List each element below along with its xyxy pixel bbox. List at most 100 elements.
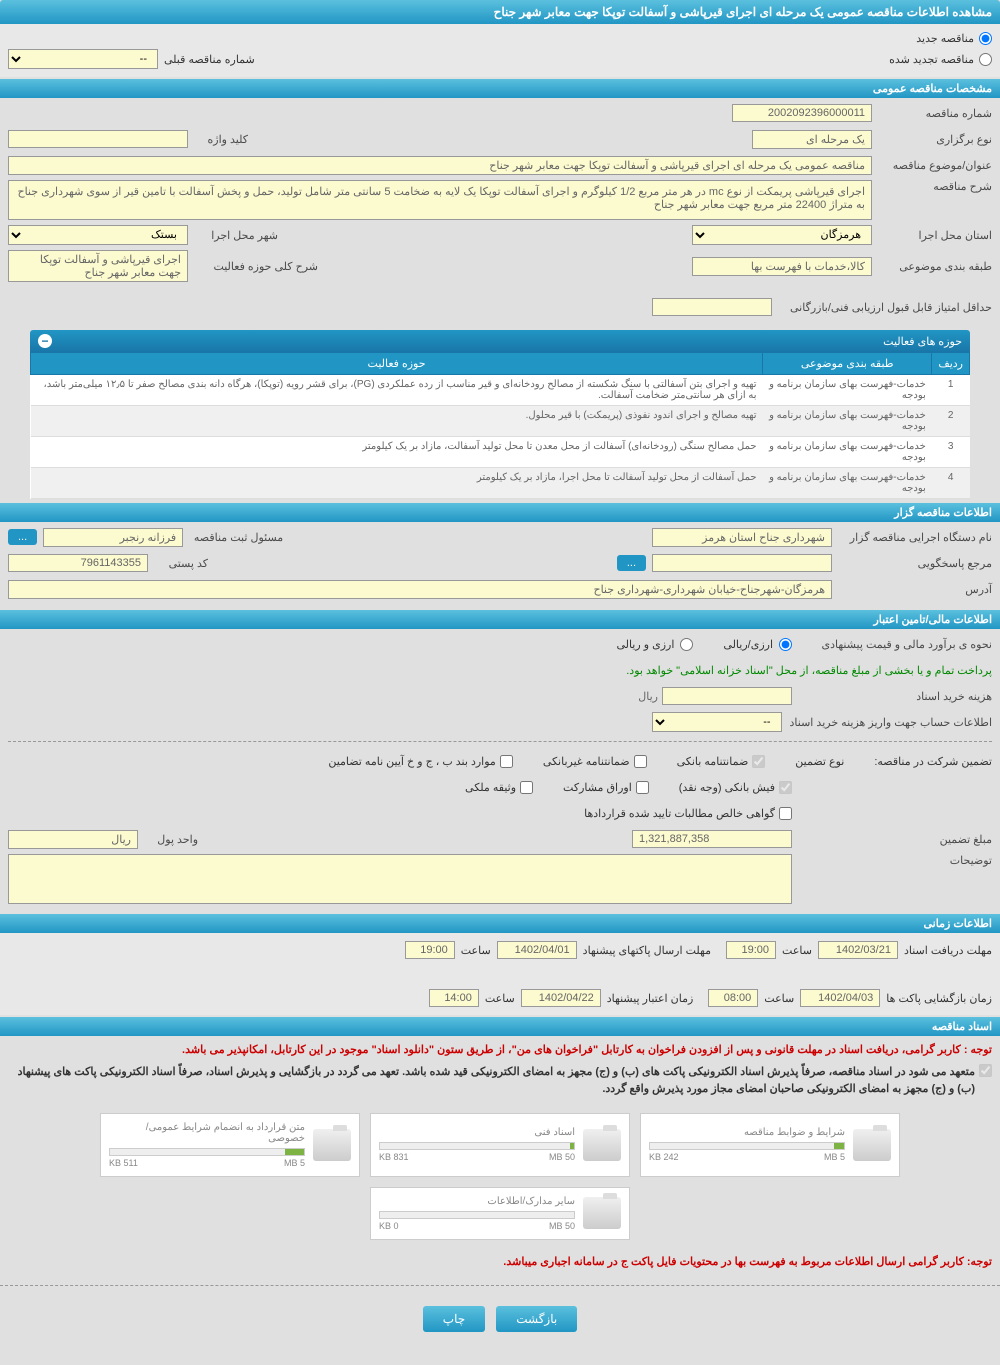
tender-type-section: مناقصه جدید مناقصه تجدید شده شماره مناقص… [0, 24, 1000, 77]
payment-note: پرداخت تمام و یا بخشی از مبلغ مناقصه، از… [626, 664, 992, 677]
chk-receivables[interactable] [779, 807, 792, 820]
folder-icon [853, 1129, 891, 1161]
org-label: نام دستگاه اجرایی مناقصه گزار [832, 531, 992, 544]
doc-deadline-time: 19:00 [726, 941, 776, 959]
packet-deadline-date: 1402/04/01 [497, 941, 577, 959]
notice3: توجه: کاربر گرامی ارسال اطلاعات مربوط به… [8, 1254, 992, 1272]
postal-value: 7961143355 [8, 554, 148, 572]
min-score-value [652, 298, 772, 316]
opening-label: زمان بازگشایی پاکت ها [886, 992, 992, 1005]
postal-label: کد پستی [148, 557, 208, 570]
folder-icon [583, 1129, 621, 1161]
address-label: آدرس [832, 583, 992, 596]
radio-currency-label: ارزی و ریالی [616, 638, 674, 651]
file-progress [379, 1211, 575, 1219]
table-header: ردیف [932, 353, 970, 375]
chk-bonds[interactable] [636, 781, 649, 794]
table-row: 2خدمات-فهرست بهای سازمان برنامه و بودجهت… [31, 406, 970, 437]
category-value: کالا،خدمات با فهرست بها [692, 257, 872, 276]
activity-table-header: حوزه های فعالیت − [30, 330, 970, 352]
doc-cost-unit: ریال [638, 690, 658, 703]
financial-header: اطلاعات مالی/تامین اعتبار [0, 610, 1000, 629]
account-info-label: اطلاعات حساب جهت واریز هزینه خرید اسناد [782, 716, 992, 729]
opening-time: 08:00 [708, 989, 758, 1007]
notice2: متعهد می شود در اسناد مناقصه، صرفاً پذیر… [8, 1064, 975, 1099]
file-max: 50 MB [549, 1152, 575, 1162]
back-button[interactable]: بازگشت [496, 1306, 577, 1332]
guarantee-type-label: نوع تضمین [795, 755, 844, 768]
chk-bank-check [779, 781, 792, 794]
keyword-value [8, 130, 188, 148]
province-dropdown[interactable]: هرمزگان [692, 225, 872, 245]
file-title: اسناد فنی [379, 1127, 575, 1138]
radio-riyal[interactable] [779, 638, 792, 651]
manager-ellipsis-button[interactable]: ... [8, 529, 37, 545]
currency-unit-label: واحد پول [138, 833, 198, 846]
province-label: استان محل اجرا [872, 229, 992, 242]
file-size: 242 KB [649, 1152, 679, 1162]
file-box[interactable]: شرایط و ضوابط مناقصه 5 MB242 KB [640, 1113, 900, 1177]
tender-number-value: 2002092396000011 [732, 104, 872, 122]
chk-nonbank-guarantee[interactable] [634, 755, 647, 768]
collapse-icon[interactable]: − [38, 334, 52, 348]
file-max: 50 MB [549, 1221, 575, 1231]
radio-renewed-tender[interactable] [979, 53, 992, 66]
currency-unit-value: ریال [8, 830, 138, 849]
radio-new-tender[interactable] [979, 32, 992, 45]
file-size: 831 KB [379, 1152, 409, 1162]
desc-label: شرح مناقصه [872, 180, 992, 193]
file-title: سایر مدارک/اطلاعات [379, 1196, 575, 1207]
category-label: طبقه بندی موضوعی [872, 260, 992, 273]
file-max: 5 MB [284, 1158, 305, 1168]
file-progress [649, 1142, 845, 1150]
holding-type-value: یک مرحله ای [752, 130, 872, 149]
city-dropdown[interactable]: بستک [8, 225, 188, 245]
packet-deadline-time: 19:00 [405, 941, 455, 959]
min-score-label: حداقل امتیاز قابل قبول ارزیابی فنی/بازرگ… [772, 301, 992, 314]
file-box[interactable]: سایر مدارک/اطلاعات 50 MB 0 KB [370, 1187, 630, 1240]
folder-icon [583, 1197, 621, 1229]
packet-deadline-label: مهلت ارسال پاکتهای پیشنهاد [583, 944, 711, 957]
manager-value: فرزانه رنجبر [43, 528, 183, 547]
prev-number-dropdown[interactable]: -- [8, 49, 158, 69]
opening-date: 1402/04/03 [800, 989, 880, 1007]
radio-new-tender-label: مناقصه جدید [916, 32, 974, 45]
guarantee-label: تضمین شرکت در مناقصه: [874, 755, 992, 768]
table-row: 3خدمات-فهرست بهای سازمان برنامه و بودجهح… [31, 437, 970, 468]
address-value: هرمزگان-شهرجناح-خیابان شهرداری-شهرداری ج… [8, 580, 832, 599]
tender-number-label: شماره مناقصه [872, 107, 992, 120]
table-row: 1خدمات-فهرست بهای سازمان برنامه و بودجهت… [31, 375, 970, 406]
accountability-ellipsis-button[interactable]: ... [617, 555, 646, 571]
print-button[interactable]: چاپ [423, 1306, 485, 1332]
file-box[interactable]: اسناد فنی 50 MB 831 KB [370, 1113, 630, 1177]
org-value: شهرداری جناح استان هرمز [652, 528, 832, 547]
activity-desc-label: شرح کلی حوزه فعالیت [188, 260, 318, 273]
keyword-label: کلید واژه [188, 133, 248, 146]
table-header: حوزه فعالیت [31, 353, 763, 375]
page-title: مشاهده اطلاعات مناقصه عمومی یک مرحله ای … [0, 0, 1000, 24]
validity-label: زمان اعتبار پیشنهاد [607, 992, 694, 1005]
documents-header: اسناد مناقصه [0, 1017, 1000, 1036]
notice1: توجه : کاربر گرامی، دریافت اسناد در مهلت… [8, 1042, 992, 1060]
estimate-label: نحوه ی برآورد مالی و قیمت پیشنهادی [792, 638, 992, 651]
chk-bank-guarantee [752, 755, 765, 768]
manager-label: مسئول ثبت مناقصه [183, 531, 283, 544]
validity-time: 14:00 [429, 989, 479, 1007]
account-info-dropdown[interactable]: -- [652, 712, 782, 732]
guarantee-amount-value: 1,321,887,358 [632, 830, 792, 848]
doc-deadline-label: مهلت دریافت اسناد [904, 944, 992, 957]
radio-currency[interactable] [680, 638, 693, 651]
file-size: 0 KB [379, 1221, 399, 1231]
time-info-header: اطلاعات زمانی [0, 914, 1000, 933]
notes-value [8, 854, 792, 904]
accountability-label: مرجع پاسخگویی [832, 557, 992, 570]
chk-mortgage[interactable] [520, 781, 533, 794]
time-info-section: مهلت دریافت اسناد 1402/03/21 ساعت 19:00 … [0, 933, 1000, 1015]
file-max: 5 MB [824, 1152, 845, 1162]
file-progress [109, 1148, 305, 1156]
radio-riyal-label: ارزی/ریالی [723, 638, 773, 651]
doc-cost-value [662, 687, 792, 705]
chk-commitment [979, 1064, 992, 1077]
chk-regulations[interactable] [500, 755, 513, 768]
file-box[interactable]: متن قرارداد به انضمام شرایط عمومی/خصوصی … [100, 1113, 360, 1177]
